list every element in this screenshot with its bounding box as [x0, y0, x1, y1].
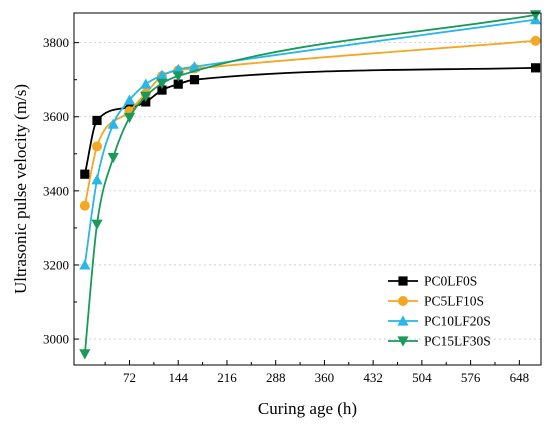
y-axis-title: Ultrasonic pulse velocity (m/s)	[11, 84, 30, 294]
series-PC0LF0S	[80, 63, 541, 179]
data-point	[123, 112, 136, 124]
data-point	[79, 349, 91, 360]
x-tick-label: 648	[510, 370, 530, 385]
legend-label: PC0LF0S	[424, 274, 477, 289]
data-point	[157, 85, 167, 95]
data-point	[173, 79, 183, 89]
x-tick-label: 504	[412, 370, 432, 385]
legend-item: PC10LF20S	[388, 314, 491, 329]
legend-item: PC0LF0S	[388, 274, 477, 289]
series-line	[83, 18, 536, 266]
legend-marker	[397, 315, 409, 326]
series-line	[83, 66, 536, 175]
y-tick-label: 3600	[43, 109, 69, 124]
legend: PC0LF0S PC5LF10S PC10LF20S PC15LF30S	[388, 274, 491, 349]
x-tick-label: 216	[217, 370, 237, 385]
data-point	[80, 169, 90, 179]
data-point	[79, 259, 91, 270]
legend-item: PC15LF30S	[388, 334, 491, 349]
legend-label: PC10LF20S	[424, 314, 491, 329]
data-point	[107, 118, 119, 129]
data-point	[91, 174, 103, 185]
series-PC10LF20S	[79, 14, 542, 270]
x-tick-label: 72	[123, 370, 136, 385]
legend-marker	[398, 276, 408, 286]
legend-item: PC5LF10S	[388, 294, 484, 309]
data-point	[91, 219, 103, 230]
series-group	[79, 10, 542, 360]
data-point	[123, 94, 136, 105]
data-point	[188, 61, 201, 72]
data-point	[79, 200, 90, 211]
x-axis-title: Curing age (h)	[258, 399, 357, 418]
data-point	[107, 152, 119, 164]
plot-frame	[73, 12, 542, 366]
legend-label: PC15LF30S	[424, 334, 491, 349]
data-point	[140, 78, 152, 89]
y-tick-label: 3200	[43, 257, 69, 272]
data-point	[92, 115, 102, 126]
data-point	[156, 69, 168, 80]
data-point	[172, 63, 184, 74]
data-point	[92, 141, 103, 152]
y-tick-label: 3800	[43, 35, 69, 50]
x-tick-label: 288	[266, 370, 286, 385]
x-tick-label: 360	[315, 370, 335, 385]
x-tick-label: 432	[363, 370, 383, 385]
axis-ticks: 3000 3200 3400 3600 3800 72 144 216 288 360 432 504…	[43, 35, 529, 385]
y-tick-label: 3000	[43, 332, 69, 347]
data-point	[530, 63, 541, 73]
series-PC5LF10S	[79, 35, 541, 211]
x-tick-label: 144	[168, 370, 188, 385]
data-point	[156, 78, 168, 89]
data-point	[530, 35, 541, 46]
data-point	[140, 91, 152, 102]
legend-marker	[397, 336, 409, 347]
data-point	[189, 75, 200, 85]
y-tick-label: 3400	[43, 183, 69, 198]
data-point	[172, 71, 184, 82]
legend-marker	[398, 296, 408, 306]
series-line	[83, 39, 536, 206]
legend-label: PC5LF10S	[424, 294, 484, 309]
x-tick-label: 576	[461, 370, 481, 385]
